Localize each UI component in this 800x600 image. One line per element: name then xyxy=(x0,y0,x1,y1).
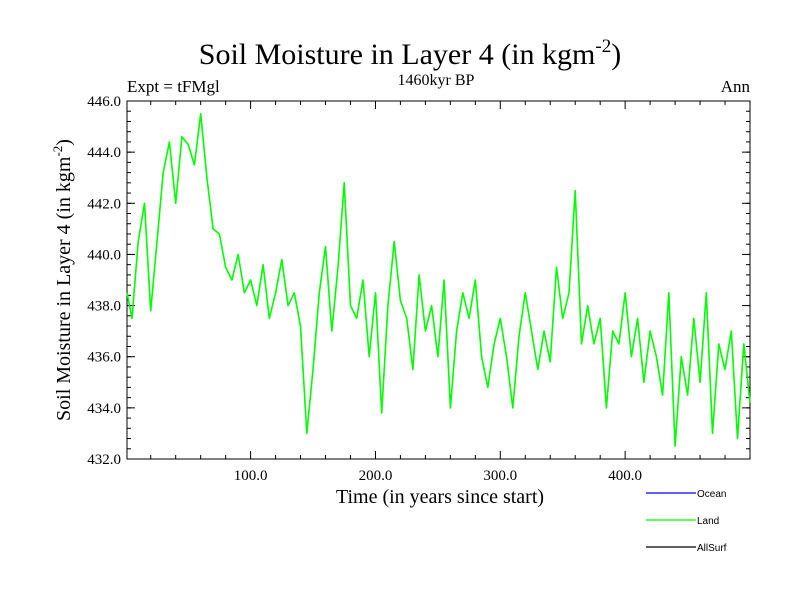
chart-subtitle: 1460kyr BP xyxy=(398,72,475,89)
y-tick-label: 440.0 xyxy=(87,247,121,263)
legend-label-land: Land xyxy=(697,516,719,527)
y-tick-label: 446.0 xyxy=(87,94,121,110)
y-tick-label: 442.0 xyxy=(87,196,121,212)
chart-title-main: Soil Moisture in Layer 4 (in kgm xyxy=(199,38,596,71)
chart-title: Soil Moisture in Layer 4 (in kgm-2) xyxy=(199,36,621,71)
chart-title-close: ) xyxy=(611,38,621,71)
x-axis-ticks: 100.0 200.0 300.0 400.0 xyxy=(150,101,726,484)
x-tick-label: 200.0 xyxy=(359,468,393,484)
y-axis-label: Soil Moisture in Layer 4 (in kgm-2) xyxy=(50,139,75,421)
y-axis-ticks: 432.0 434.0 436.0 438.0 440.0 442.0 444.0 446.0 xyxy=(87,94,750,468)
y-tick-label: 438.0 xyxy=(87,299,121,315)
y-tick-label: 436.0 xyxy=(87,350,121,366)
legend: Ocean Land AllSurf xyxy=(646,489,727,554)
y-axis-label-sup: -2 xyxy=(50,146,65,157)
x-tick-label: 400.0 xyxy=(608,468,642,484)
x-tick-label: 300.0 xyxy=(483,468,517,484)
x-tick-label: 100.0 xyxy=(234,468,268,484)
plot-frame xyxy=(126,100,751,460)
series-line-land xyxy=(126,113,751,448)
legend-label-ocean: Ocean xyxy=(697,489,726,500)
chart-title-sup: -2 xyxy=(595,36,611,57)
y-tick-label: 432.0 xyxy=(87,452,121,468)
y-axis-label-close: ) xyxy=(53,139,75,146)
y-tick-label: 444.0 xyxy=(87,145,121,161)
x-axis-label: Time (in years since start) xyxy=(336,486,544,508)
experiment-label: Expt = tFMgl xyxy=(127,77,220,96)
season-label: Ann xyxy=(721,77,751,96)
y-tick-label: 434.0 xyxy=(87,401,121,417)
legend-label-allsurf: AllSurf xyxy=(697,543,727,554)
y-axis-label-main: Soil Moisture in Layer 4 (in kgm xyxy=(53,156,75,421)
series-layer xyxy=(126,113,751,448)
